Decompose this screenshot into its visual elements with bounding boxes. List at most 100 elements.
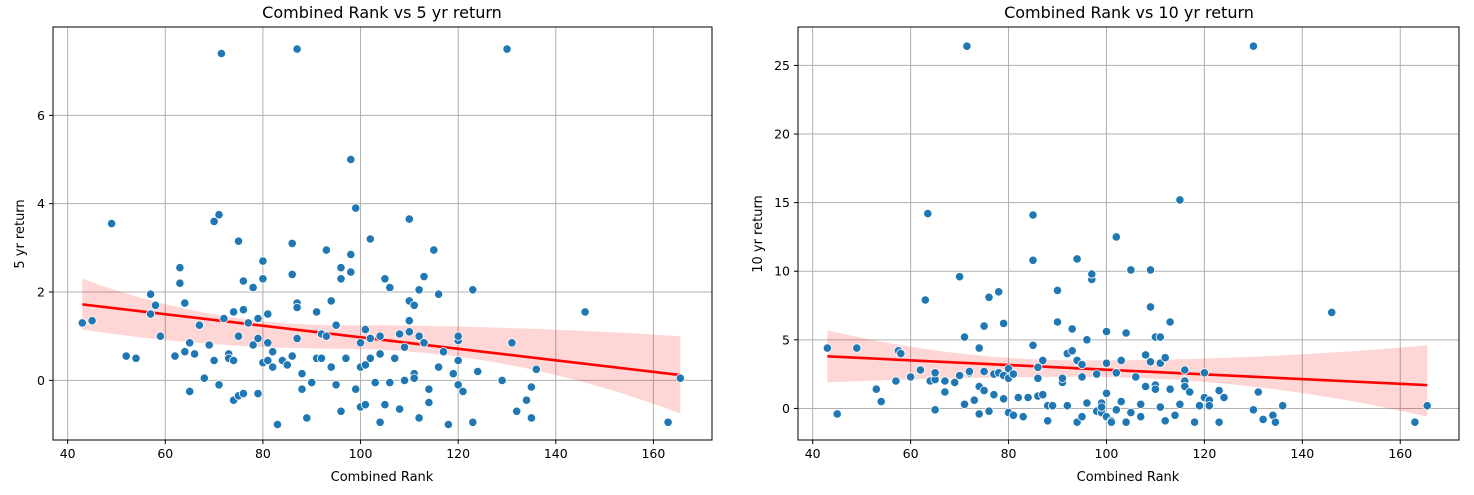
confidence-band [82, 278, 681, 414]
data-point [1097, 402, 1107, 412]
y-tick-label: 0 [37, 373, 45, 388]
data-point [1165, 384, 1175, 394]
data-point [940, 387, 950, 397]
x-tick-label: 60 [903, 446, 919, 461]
data-point [962, 41, 972, 51]
x-axis-label: Combined Rank [1077, 470, 1180, 485]
x-tick-label: 120 [1192, 446, 1216, 461]
data-point [1077, 372, 1087, 382]
data-point [468, 285, 478, 295]
data-point [380, 400, 390, 410]
data-point [1214, 417, 1224, 427]
data-point [832, 409, 842, 419]
data-point [1278, 401, 1288, 411]
data-point [297, 369, 307, 379]
data-point [307, 377, 317, 388]
data-point [1214, 385, 1224, 396]
data-point [146, 309, 156, 319]
data-point [365, 234, 375, 244]
data-point [852, 343, 862, 353]
data-point [404, 316, 414, 326]
y-tick-label: 6 [37, 108, 45, 123]
data-point [1028, 255, 1038, 265]
data-point [385, 377, 395, 388]
x-axis-label: Combined Rank [331, 470, 434, 485]
scatter-points [822, 41, 1432, 427]
data-point [351, 384, 361, 394]
x-tick-label: 60 [157, 446, 173, 461]
data-point [360, 324, 370, 335]
data-point [1131, 372, 1141, 382]
data-point [248, 282, 258, 293]
data-point [155, 331, 165, 341]
data-point [1121, 328, 1131, 338]
data-point [930, 405, 940, 415]
plot-frame [797, 26, 1460, 441]
data-point [1087, 269, 1097, 279]
data-point [512, 406, 522, 416]
grid [53, 27, 712, 440]
data-point [238, 276, 248, 286]
chart-title: Combined Rank vs 10 yr return [1004, 3, 1254, 22]
data-point [923, 209, 933, 219]
data-point [385, 282, 395, 293]
data-point [453, 355, 463, 366]
y-tick-label: 25 [774, 58, 790, 73]
data-point [243, 318, 253, 328]
data-point [336, 263, 346, 273]
data-point [1116, 396, 1126, 407]
data-point [1111, 405, 1121, 415]
data-point [1270, 417, 1281, 427]
data-point [1101, 326, 1112, 337]
data-point [331, 380, 341, 390]
data-point [409, 373, 419, 383]
y-tick-label: 15 [774, 195, 790, 210]
data-point [1141, 381, 1151, 392]
plot-frame [52, 26, 713, 441]
data-point [998, 394, 1009, 404]
x-tick-label: 40 [805, 446, 821, 461]
data-point [1101, 388, 1112, 398]
data-point [1111, 232, 1121, 242]
y-tick-label: 20 [774, 127, 790, 142]
data-point [1013, 392, 1023, 403]
data-point [131, 353, 141, 363]
data-point [675, 373, 685, 383]
data-point [287, 269, 297, 279]
data-point [1258, 414, 1268, 424]
data-point [1038, 355, 1048, 365]
data-point [107, 219, 117, 229]
data-point [1126, 265, 1136, 275]
data-point [365, 333, 375, 343]
data-point [419, 271, 429, 282]
grid [798, 27, 1459, 440]
data-point [287, 238, 297, 248]
x-tick-label: 80 [1001, 446, 1017, 461]
data-point [424, 384, 434, 394]
data-point [1327, 307, 1337, 317]
data-point [282, 360, 292, 370]
data-point [292, 333, 302, 343]
data-point [1028, 210, 1038, 220]
data-point [1033, 373, 1043, 383]
data-point [915, 365, 926, 375]
data-point [194, 320, 204, 330]
data-point [404, 214, 414, 224]
data-point [185, 386, 195, 396]
data-point [458, 386, 468, 396]
regression-line-path [827, 355, 1428, 387]
x-tick-label: 40 [60, 446, 76, 461]
data-point [150, 300, 161, 310]
data-point [473, 366, 483, 377]
data-point [453, 331, 463, 341]
data-point [326, 296, 336, 306]
data-point [1008, 369, 1019, 379]
data-point [229, 307, 239, 317]
data-point [526, 413, 537, 423]
data-point [1194, 401, 1205, 411]
data-point [190, 349, 200, 359]
data-point [580, 307, 590, 317]
data-point [268, 362, 278, 372]
data-point [414, 285, 424, 295]
data-point [316, 353, 327, 363]
